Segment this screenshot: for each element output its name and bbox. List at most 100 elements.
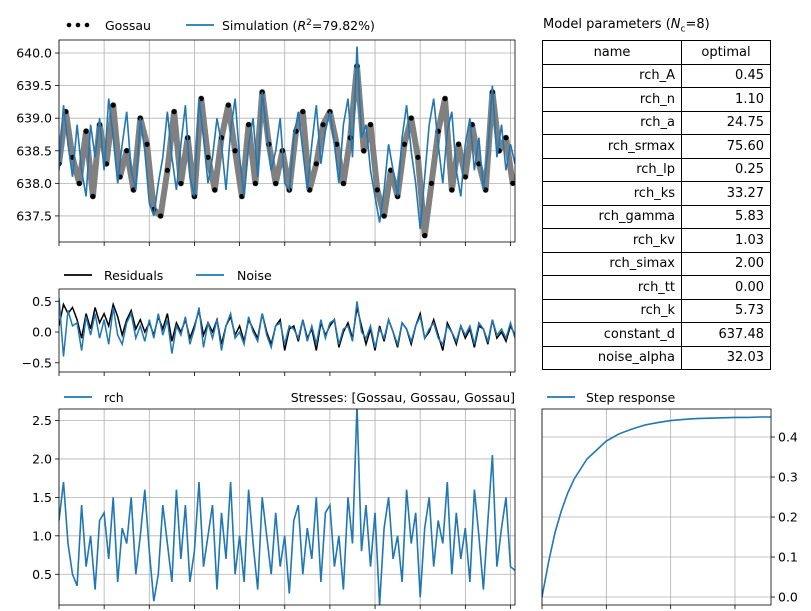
parameter-name: rch_k bbox=[542, 298, 682, 323]
observed-point bbox=[171, 109, 177, 115]
observed-point bbox=[422, 232, 428, 239]
parameter-name: rch_tt bbox=[542, 275, 682, 300]
observed-point bbox=[178, 180, 184, 186]
parameter-row: rch_gamma 5.83 bbox=[542, 204, 771, 229]
y-tick-label: 637.5 bbox=[16, 208, 52, 223]
parameter-name: rch_kv bbox=[542, 228, 682, 253]
observed-point bbox=[300, 109, 306, 115]
y-tick-label: 1.0 bbox=[32, 528, 52, 543]
step-response-line bbox=[542, 416, 771, 598]
observed-point bbox=[361, 148, 367, 154]
parameters-header-row: name optimal bbox=[542, 40, 771, 65]
observed-point bbox=[428, 180, 435, 186]
legend: rch bbox=[64, 390, 124, 405]
observed-point bbox=[252, 180, 258, 186]
observed-point bbox=[462, 174, 468, 180]
observed-point bbox=[374, 187, 380, 193]
parameter-value: 2.00 bbox=[681, 251, 771, 276]
series-group bbox=[59, 409, 515, 605]
observed-point bbox=[212, 187, 218, 193]
observed-point bbox=[313, 161, 319, 167]
parameter-value: 24.75 bbox=[681, 110, 771, 135]
series-group bbox=[59, 46, 515, 239]
observed-point bbox=[273, 180, 279, 186]
y-tick-label: −0.5 bbox=[22, 355, 52, 370]
legend: Step response bbox=[547, 390, 676, 405]
parameter-value: 33.27 bbox=[681, 181, 771, 206]
observed-point bbox=[90, 193, 96, 199]
parameters-title: Model parameters (Nc=8) bbox=[543, 17, 710, 35]
y-tick-label: 0.0 bbox=[32, 325, 52, 340]
y-tick-label: 639.5 bbox=[16, 78, 52, 93]
observed-point bbox=[144, 141, 150, 147]
simulation-line bbox=[59, 46, 515, 230]
observed-point bbox=[83, 128, 89, 134]
parameters-body: rch_A 0.45 rch_n 1.10 rch_a 24.75 rch_srmax 75.… bbox=[542, 63, 771, 370]
y-tick-label: 638.5 bbox=[16, 143, 52, 158]
observed-point bbox=[476, 161, 482, 167]
parameter-name: rch_n bbox=[542, 87, 682, 112]
column-header-optimal: optimal bbox=[681, 40, 771, 65]
parameter-value: 0.25 bbox=[681, 157, 771, 182]
parameter-name: rch_lp bbox=[542, 157, 682, 182]
parameter-value: 5.83 bbox=[681, 204, 771, 229]
legend-simulation-suffix: =79.82%) bbox=[312, 18, 375, 33]
observed-point bbox=[503, 135, 509, 141]
observed-point bbox=[320, 122, 326, 128]
parameter-value: 637.48 bbox=[681, 322, 771, 347]
y-tick-label: 0.5 bbox=[32, 294, 52, 309]
y-tick-label: 0.0 bbox=[778, 590, 798, 605]
observed-point bbox=[334, 141, 340, 147]
parameter-row: rch_ks 33.27 bbox=[542, 181, 771, 206]
axes-frame bbox=[58, 39, 516, 243]
legend: Gossau Simulation (R2=79.82%) bbox=[66, 18, 375, 33]
observed-point bbox=[124, 148, 130, 154]
y-tick-label: 640.0 bbox=[16, 46, 52, 61]
parameter-row: rch_a 24.75 bbox=[542, 110, 771, 135]
legend-simulation-var: R bbox=[297, 18, 306, 33]
y-tick-label: 0.4 bbox=[778, 430, 798, 445]
legend-simulation-label: Simulation (R2=79.82%) bbox=[222, 18, 375, 33]
parameter-value: 5.73 bbox=[681, 298, 771, 323]
parameter-value: 0.00 bbox=[681, 275, 771, 300]
legend-residuals-label: Residuals bbox=[104, 268, 163, 283]
observed-point bbox=[408, 115, 414, 121]
parameter-row: rch_simax 2.00 bbox=[542, 251, 771, 276]
legend-observed-marker bbox=[66, 22, 72, 28]
parameter-row: rch_srmax 75.60 bbox=[542, 134, 771, 159]
legend-observed-label: Gossau bbox=[105, 18, 151, 33]
parameter-row: rch_n 1.10 bbox=[542, 87, 771, 112]
rch-line bbox=[59, 409, 515, 605]
observed-point bbox=[401, 141, 407, 147]
y-tick-label: 2.0 bbox=[32, 451, 52, 466]
column-header-name: name bbox=[542, 40, 682, 65]
observed-point bbox=[415, 154, 421, 160]
y-tick-label: 0.2 bbox=[778, 510, 798, 525]
legend: Residuals Noise bbox=[64, 268, 272, 283]
parameter-name: constant_d bbox=[542, 322, 682, 347]
axes-frame bbox=[58, 408, 516, 606]
parameter-name: rch_ks bbox=[542, 181, 682, 206]
noise-line bbox=[59, 298, 515, 357]
parameter-name: rch_a bbox=[542, 110, 682, 135]
legend-rch-label: rch bbox=[104, 390, 124, 405]
parameter-row: rch_lp 0.25 bbox=[542, 157, 771, 182]
y-tick-label: 1.5 bbox=[32, 490, 52, 505]
observed-point bbox=[76, 180, 82, 186]
series-group bbox=[59, 298, 515, 357]
parameter-name: rch_simax bbox=[542, 251, 682, 276]
parameter-value: 75.60 bbox=[681, 134, 771, 159]
residuals-panel: −0.5 0.0 0.5 Residuals Noise bbox=[22, 268, 516, 376]
y-tick-label: 0.1 bbox=[778, 550, 798, 565]
observed-point bbox=[449, 187, 455, 193]
series-group bbox=[542, 416, 771, 598]
parameter-row: rch_kv 1.03 bbox=[542, 228, 771, 253]
y-tick-label: 638.0 bbox=[16, 176, 52, 191]
parameter-value: 32.03 bbox=[681, 345, 771, 370]
parameter-value: 1.03 bbox=[681, 228, 771, 253]
step-response-panel: 0.00.10.20.30.4050100150Step response bbox=[541, 390, 798, 609]
parameter-name: rch_gamma bbox=[542, 204, 682, 229]
parameter-name: rch_A bbox=[542, 63, 682, 88]
legend-noise-label: Noise bbox=[237, 268, 272, 283]
